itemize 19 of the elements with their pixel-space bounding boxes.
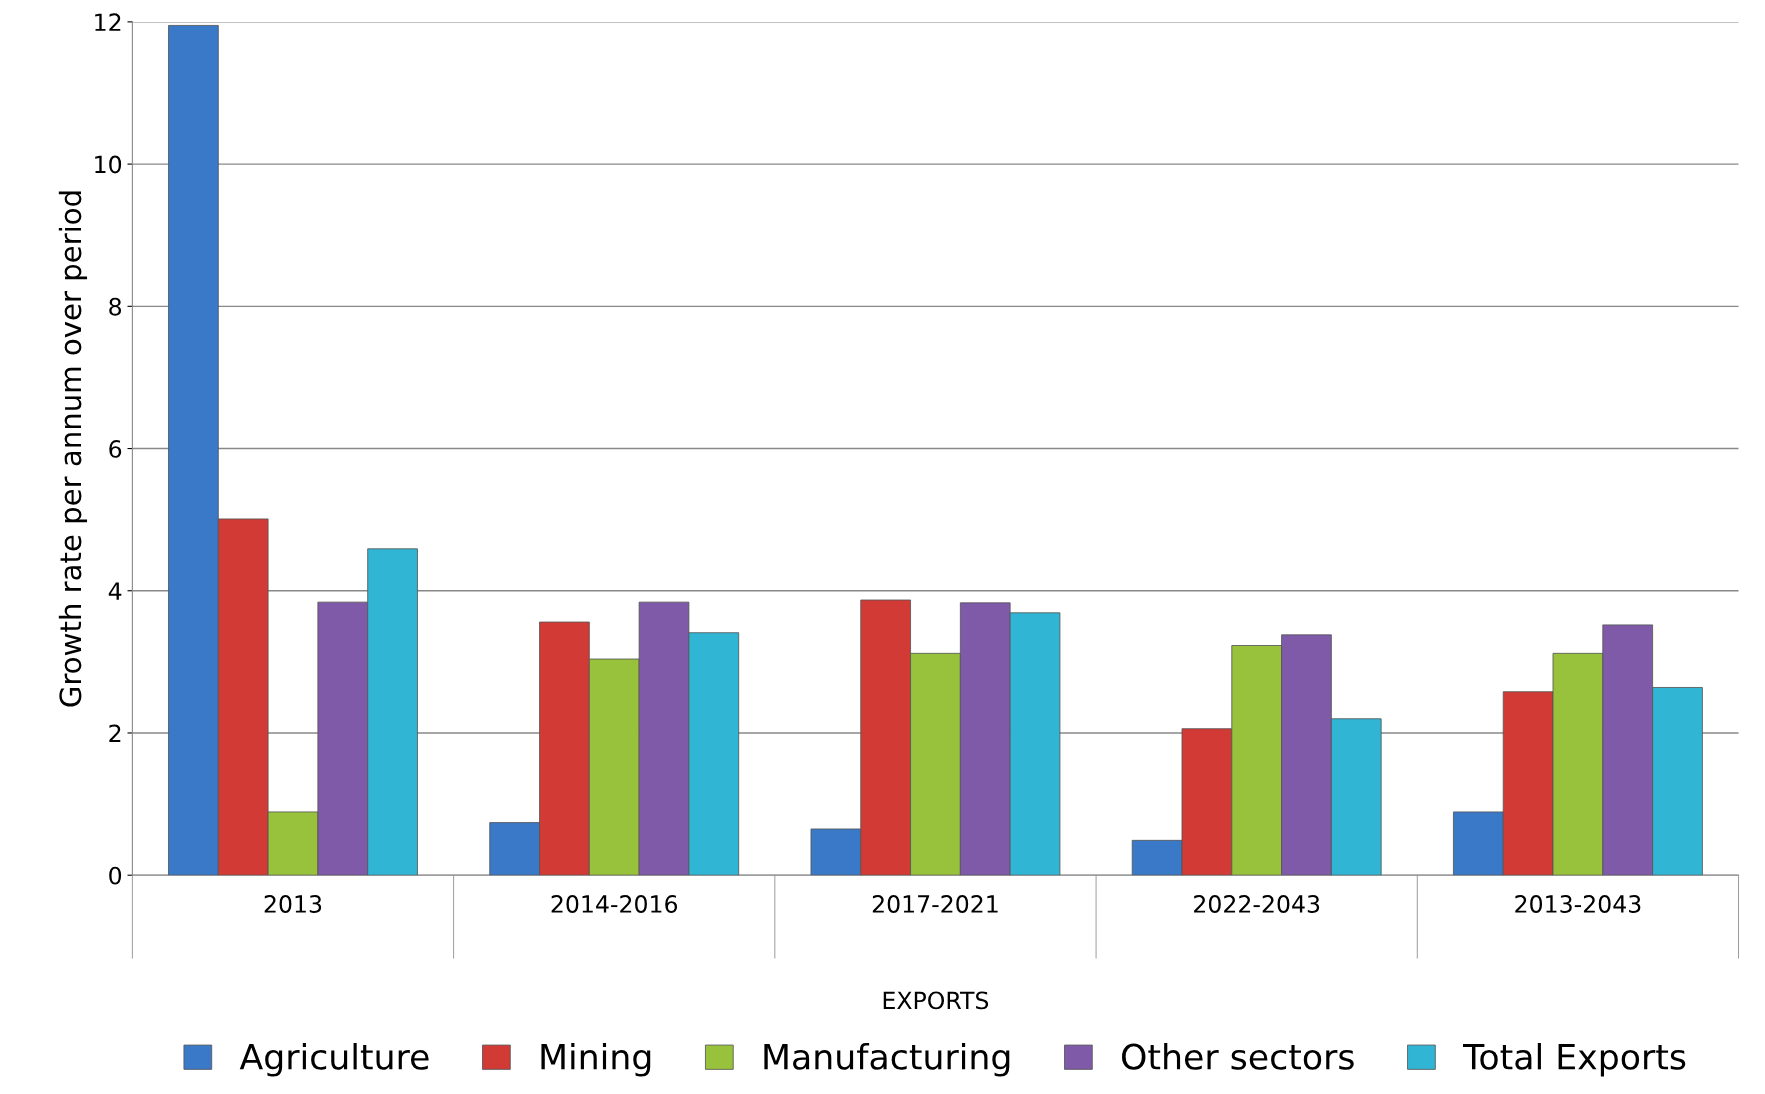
legend-label: Other sectors bbox=[1122, 1042, 1354, 1070]
y-tick-label: 10 bbox=[95, 155, 122, 174]
y-tick-label: 4 bbox=[108, 582, 122, 600]
x-axis-title: EXPORTS bbox=[883, 991, 989, 1010]
y-tick-label: 0 bbox=[109, 866, 122, 885]
x-tick-label: 2022-2043 bbox=[1194, 895, 1320, 913]
y-tick-label: 8 bbox=[109, 297, 122, 316]
y-tick-label: 12 bbox=[95, 13, 121, 31]
y-tick-label: 6 bbox=[109, 439, 122, 458]
y-tick-label: 2 bbox=[109, 724, 121, 742]
x-tick-label: 2013 bbox=[264, 895, 322, 913]
legend-label: Mining bbox=[541, 1042, 651, 1077]
legend-label: Total Exports bbox=[1462, 1042, 1686, 1077]
x-tick-label: 2013-2043 bbox=[1515, 895, 1641, 913]
x-tick-label: 2017-2021 bbox=[872, 895, 998, 913]
legend-label: Agriculture bbox=[239, 1042, 429, 1077]
legend-label: Manufacturing bbox=[764, 1042, 1010, 1077]
y-axis-title: Growth rate per annum over period bbox=[58, 191, 88, 707]
x-tick-label: 2014-2016 bbox=[551, 895, 678, 913]
